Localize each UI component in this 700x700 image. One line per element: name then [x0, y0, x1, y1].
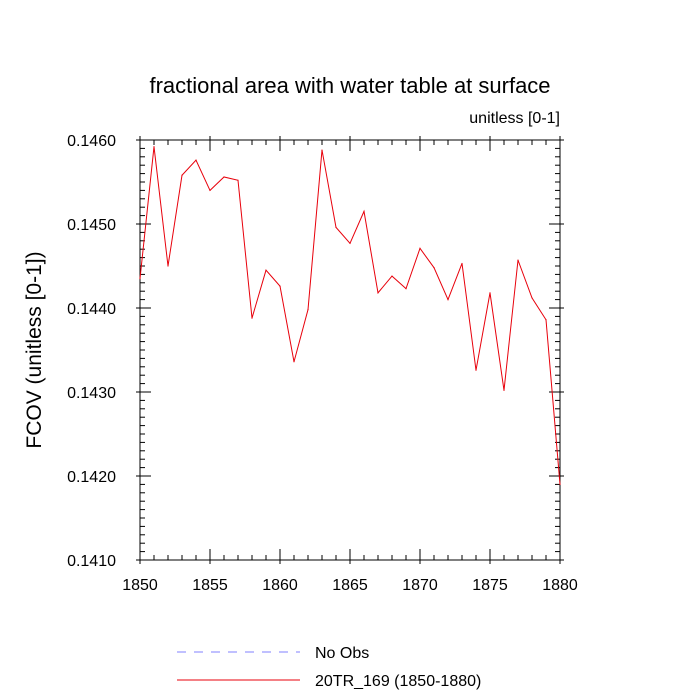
data-point [335, 226, 337, 228]
plot-frame [139, 139, 561, 561]
series-layer [139, 146, 561, 485]
chart-subtitle-units: unitless [0-1] [469, 110, 560, 127]
data-point [405, 288, 407, 290]
data-point [475, 369, 477, 371]
x-tick-label: 1860 [262, 577, 298, 594]
y-tick-label: 0.1430 [67, 385, 116, 402]
data-point [461, 262, 463, 265]
x-tick-label: 1875 [472, 577, 508, 594]
data-point [349, 242, 351, 244]
y-tick-label: 0.1420 [67, 469, 116, 486]
data-point [363, 210, 365, 212]
data-point [307, 309, 309, 311]
x-tick-label: 1865 [332, 577, 368, 594]
x-tick-label: 1880 [542, 577, 578, 594]
data-point [489, 292, 491, 294]
legend: No Obs 20TR_169 (1850-1880) [177, 645, 481, 690]
data-point [181, 174, 183, 176]
data-point [153, 146, 155, 148]
data-point [419, 247, 421, 249]
data-point [139, 278, 141, 280]
data-point [321, 149, 323, 151]
x-tick-label: 1850 [122, 577, 158, 594]
y-tick-label: 0.1450 [67, 217, 116, 234]
data-point [167, 265, 169, 267]
data-point [559, 483, 561, 485]
data-point [391, 275, 393, 277]
x-axis-tick-labels: 1850 1855 1860 1865 1870 1875 1880 [122, 577, 578, 594]
data-point [377, 292, 379, 294]
data-point [447, 299, 449, 301]
y-axis-ticks [136, 139, 564, 561]
data-point [503, 389, 505, 391]
data-point [209, 189, 211, 191]
y-axis-label: FCOV (unitless [0-1]) [23, 251, 46, 448]
x-axis-ticks [139, 136, 561, 564]
data-point [517, 259, 519, 261]
data-point [251, 317, 253, 319]
y-tick-label: 0.1410 [67, 553, 116, 570]
x-tick-label: 1855 [192, 577, 228, 594]
data-point [433, 267, 435, 269]
y-tick-label: 0.1460 [67, 133, 116, 150]
data-point [531, 297, 533, 299]
chart-title: fractional area with water table at surf… [149, 73, 550, 98]
data-point [223, 176, 225, 178]
data-point [293, 361, 295, 363]
legend-label: 20TR_169 (1850-1880) [315, 673, 481, 690]
data-point [195, 159, 197, 161]
series-line [139, 146, 561, 485]
data-point [545, 319, 547, 321]
x-tick-label: 1870 [402, 577, 438, 594]
data-point [237, 179, 239, 181]
y-tick-label: 0.1440 [67, 301, 116, 318]
legend-label: No Obs [315, 645, 369, 662]
data-point [279, 285, 281, 287]
data-point [265, 269, 267, 271]
y-axis-tick-labels: 0.1410 0.1420 0.1430 0.1440 0.1450 0.1460 [67, 133, 116, 570]
